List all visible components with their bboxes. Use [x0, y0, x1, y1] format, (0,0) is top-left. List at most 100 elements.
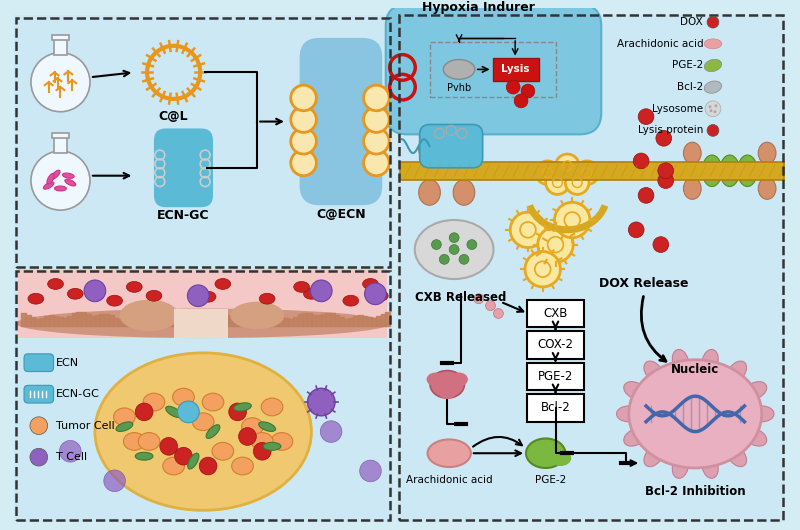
Ellipse shape [418, 136, 440, 162]
Text: Pvhb: Pvhb [447, 83, 471, 93]
Ellipse shape [163, 457, 185, 475]
Ellipse shape [702, 155, 722, 187]
FancyBboxPatch shape [527, 394, 584, 422]
Text: Arachidonic acid: Arachidonic acid [617, 39, 703, 49]
FancyBboxPatch shape [54, 39, 67, 55]
Text: ECN-GC: ECN-GC [55, 389, 99, 399]
Circle shape [658, 173, 674, 189]
Ellipse shape [47, 173, 54, 184]
Ellipse shape [720, 155, 739, 187]
Ellipse shape [303, 288, 319, 299]
Ellipse shape [526, 438, 566, 468]
FancyBboxPatch shape [386, 4, 602, 135]
Circle shape [709, 105, 711, 108]
Circle shape [710, 109, 713, 112]
Circle shape [363, 107, 389, 132]
Ellipse shape [550, 450, 571, 466]
Ellipse shape [727, 446, 746, 466]
Circle shape [653, 237, 669, 252]
FancyBboxPatch shape [54, 137, 67, 153]
Circle shape [638, 109, 654, 125]
Circle shape [634, 153, 649, 169]
Ellipse shape [234, 403, 251, 411]
Circle shape [514, 94, 528, 108]
Ellipse shape [430, 370, 465, 398]
Ellipse shape [95, 353, 311, 510]
FancyBboxPatch shape [527, 331, 584, 359]
Ellipse shape [683, 178, 701, 199]
Ellipse shape [31, 52, 90, 112]
FancyBboxPatch shape [14, 271, 393, 522]
Circle shape [546, 171, 570, 195]
Text: ECN-GC: ECN-GC [158, 209, 210, 222]
Ellipse shape [232, 457, 254, 475]
FancyBboxPatch shape [527, 363, 584, 390]
Circle shape [307, 388, 335, 416]
Ellipse shape [206, 425, 220, 438]
Ellipse shape [427, 439, 471, 467]
Text: Lysis protein: Lysis protein [638, 126, 703, 136]
Circle shape [320, 421, 342, 443]
Text: COX-2: COX-2 [538, 339, 574, 351]
Ellipse shape [438, 385, 456, 399]
Bar [399, 15, 783, 520]
Circle shape [199, 457, 217, 475]
Ellipse shape [758, 178, 776, 199]
Ellipse shape [704, 59, 722, 72]
Text: Nucleic: Nucleic [671, 364, 719, 376]
Ellipse shape [200, 292, 216, 302]
Ellipse shape [202, 393, 224, 411]
Circle shape [363, 150, 389, 175]
Circle shape [254, 443, 271, 460]
Circle shape [84, 280, 106, 302]
Ellipse shape [258, 422, 275, 431]
Circle shape [486, 301, 495, 311]
Ellipse shape [343, 295, 358, 306]
Ellipse shape [28, 293, 44, 304]
Circle shape [536, 161, 559, 184]
Circle shape [30, 417, 48, 435]
Bar [16, 271, 390, 520]
Ellipse shape [443, 59, 474, 80]
Circle shape [628, 222, 644, 237]
Ellipse shape [173, 388, 194, 406]
FancyBboxPatch shape [14, 15, 393, 269]
Circle shape [365, 283, 386, 305]
Text: ECN: ECN [55, 358, 78, 368]
Circle shape [705, 101, 721, 117]
Circle shape [510, 212, 546, 248]
Ellipse shape [54, 186, 66, 191]
Ellipse shape [758, 142, 776, 164]
Ellipse shape [362, 279, 378, 289]
Ellipse shape [43, 182, 54, 189]
Circle shape [363, 128, 389, 154]
Text: PGE-2: PGE-2 [538, 370, 573, 383]
Ellipse shape [166, 407, 182, 418]
Ellipse shape [135, 452, 153, 460]
Circle shape [363, 85, 389, 111]
Ellipse shape [294, 281, 310, 293]
Circle shape [575, 161, 599, 184]
Text: Bcl-2: Bcl-2 [541, 401, 570, 414]
Ellipse shape [16, 308, 390, 338]
Ellipse shape [624, 382, 646, 399]
FancyBboxPatch shape [51, 35, 70, 40]
Ellipse shape [624, 429, 646, 446]
Ellipse shape [262, 398, 283, 416]
Ellipse shape [644, 361, 663, 382]
Text: C@ECN: C@ECN [316, 208, 366, 221]
Text: PGE-2: PGE-2 [672, 60, 703, 70]
Circle shape [290, 107, 316, 132]
Ellipse shape [212, 443, 234, 460]
Text: DOX: DOX [680, 17, 703, 27]
Circle shape [506, 80, 520, 94]
Ellipse shape [450, 373, 468, 386]
Ellipse shape [453, 136, 474, 162]
Ellipse shape [123, 432, 145, 450]
Text: Bcl-2: Bcl-2 [677, 82, 703, 92]
FancyBboxPatch shape [24, 354, 54, 372]
Ellipse shape [683, 142, 701, 164]
Circle shape [104, 470, 126, 492]
Ellipse shape [373, 290, 388, 301]
Circle shape [555, 154, 579, 178]
